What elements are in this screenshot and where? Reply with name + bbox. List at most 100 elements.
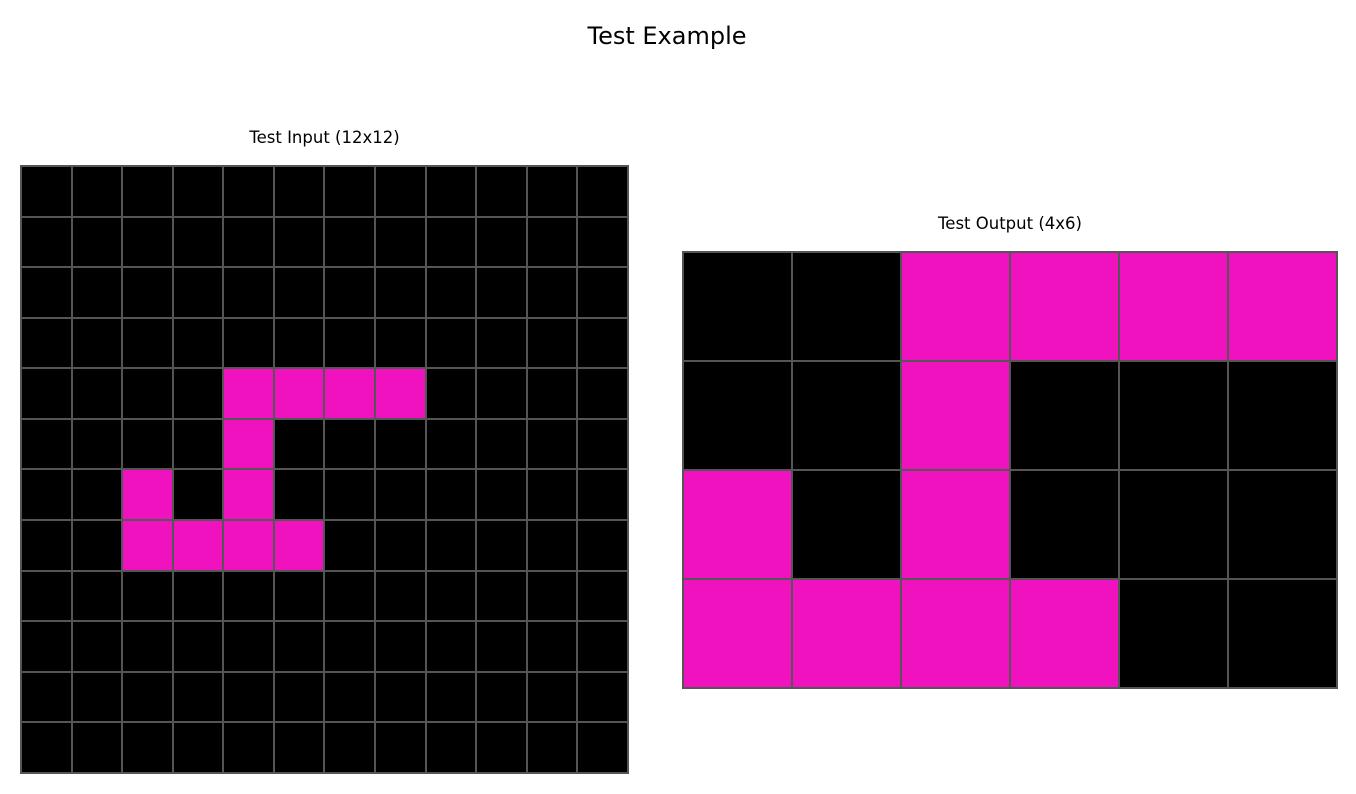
input-cell-r2-c1 (72, 268, 124, 319)
input-cell-r9-c6 (325, 622, 377, 673)
input-cell-r11-c6 (325, 723, 377, 774)
output-cell-r3-c3 (1011, 580, 1120, 689)
output-cell-r2-c4 (1120, 471, 1229, 580)
input-cell-r6-c0 (22, 470, 73, 522)
input-cell-r6-c7 (376, 470, 427, 522)
input-cell-r7-c5 (274, 521, 326, 572)
input-cell-r10-c0 (22, 672, 73, 724)
input-cell-r11-c9 (477, 723, 528, 774)
input-cell-r7-c0 (22, 521, 73, 572)
input-cell-r9-c7 (376, 622, 427, 673)
input-cell-r0-c7 (376, 167, 427, 218)
input-cell-r8-c8 (426, 571, 478, 623)
output-cell-r2-c2 (902, 471, 1011, 580)
input-cell-r11-c2 (123, 723, 174, 774)
input-cell-r2-c7 (376, 268, 427, 319)
input-cell-r8-c1 (72, 571, 124, 623)
input-cell-r8-c7 (376, 571, 427, 623)
input-cell-r3-c8 (426, 318, 478, 370)
input-cell-r11-c3 (173, 723, 225, 774)
output-cell-r0-c1 (793, 253, 902, 362)
input-cell-r0-c6 (325, 167, 377, 218)
input-cell-r10-c2 (123, 672, 174, 724)
output-cell-r1-c4 (1120, 362, 1229, 471)
input-cell-r2-c5 (274, 268, 326, 319)
input-cell-r5-c10 (527, 419, 579, 471)
input-cell-r7-c2 (123, 521, 174, 572)
input-cell-r11-c1 (72, 723, 124, 774)
input-cell-r11-c4 (224, 723, 275, 774)
output-cell-r0-c5 (1229, 253, 1338, 362)
output-cell-r2-c3 (1011, 471, 1120, 580)
input-cell-r1-c5 (274, 217, 326, 269)
input-cell-r3-c7 (376, 318, 427, 370)
input-cell-r7-c10 (527, 521, 579, 572)
input-cell-r0-c8 (426, 167, 478, 218)
input-cell-r4-c7 (376, 369, 427, 420)
test-output-title: Test Output (4x6) (938, 214, 1082, 233)
input-cell-r1-c4 (224, 217, 275, 269)
input-cell-r2-c11 (578, 268, 629, 319)
input-cell-r3-c1 (72, 318, 124, 370)
input-cell-r1-c6 (325, 217, 377, 269)
input-cell-r9-c1 (72, 622, 124, 673)
input-cell-r6-c2 (123, 470, 174, 522)
input-cell-r2-c3 (173, 268, 225, 319)
input-cell-r11-c11 (578, 723, 629, 774)
input-cell-r10-c6 (325, 672, 377, 724)
input-cell-r0-c10 (527, 167, 579, 218)
input-cell-r10-c4 (224, 672, 275, 724)
input-cell-r11-c0 (22, 723, 73, 774)
input-cell-r1-c3 (173, 217, 225, 269)
input-cell-r9-c9 (477, 622, 528, 673)
input-cell-r2-c6 (325, 268, 377, 319)
input-cell-r8-c10 (527, 571, 579, 623)
test-input-grid (20, 165, 629, 774)
output-cell-r1-c0 (684, 362, 793, 471)
input-cell-r2-c4 (224, 268, 275, 319)
input-cell-r1-c0 (22, 217, 73, 269)
output-cell-r3-c2 (902, 580, 1011, 689)
input-cell-r4-c11 (578, 369, 629, 420)
input-cell-r6-c4 (224, 470, 275, 522)
input-cell-r10-c10 (527, 672, 579, 724)
input-cell-r0-c3 (173, 167, 225, 218)
input-cell-r8-c4 (224, 571, 275, 623)
input-cell-r4-c4 (224, 369, 275, 420)
input-cell-r0-c0 (22, 167, 73, 218)
input-cell-r11-c5 (274, 723, 326, 774)
input-cell-r10-c7 (376, 672, 427, 724)
input-cell-r10-c8 (426, 672, 478, 724)
output-cell-r3-c1 (793, 580, 902, 689)
input-cell-r7-c4 (224, 521, 275, 572)
input-cell-r5-c6 (325, 419, 377, 471)
figure-title: Test Example (587, 22, 747, 50)
input-cell-r7-c6 (325, 521, 377, 572)
input-cell-r2-c0 (22, 268, 73, 319)
input-cell-r7-c1 (72, 521, 124, 572)
input-cell-r11-c7 (376, 723, 427, 774)
input-cell-r5-c8 (426, 419, 478, 471)
input-cell-r8-c3 (173, 571, 225, 623)
input-cell-r8-c5 (274, 571, 326, 623)
output-cell-r2-c1 (793, 471, 902, 580)
output-cell-r0-c3 (1011, 253, 1120, 362)
input-cell-r10-c9 (477, 672, 528, 724)
output-cell-r3-c0 (684, 580, 793, 689)
input-cell-r9-c2 (123, 622, 174, 673)
input-cell-r3-c5 (274, 318, 326, 370)
input-cell-r1-c9 (477, 217, 528, 269)
input-cell-r9-c0 (22, 622, 73, 673)
input-cell-r3-c0 (22, 318, 73, 370)
input-cell-r8-c6 (325, 571, 377, 623)
input-cell-r6-c1 (72, 470, 124, 522)
input-cell-r7-c7 (376, 521, 427, 572)
input-cell-r10-c5 (274, 672, 326, 724)
input-cell-r6-c9 (477, 470, 528, 522)
input-cell-r6-c10 (527, 470, 579, 522)
input-cell-r5-c11 (578, 419, 629, 471)
input-cell-r0-c4 (224, 167, 275, 218)
input-cell-r5-c9 (477, 419, 528, 471)
input-cell-r11-c8 (426, 723, 478, 774)
input-cell-r4-c5 (274, 369, 326, 420)
